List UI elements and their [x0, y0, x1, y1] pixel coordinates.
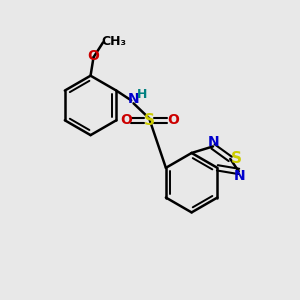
Text: O: O — [88, 49, 100, 63]
Text: N: N — [208, 135, 219, 149]
Text: S: S — [231, 151, 242, 166]
Text: N: N — [128, 92, 139, 106]
Text: S: S — [143, 113, 155, 128]
Text: O: O — [120, 113, 132, 127]
Text: O: O — [167, 113, 179, 127]
Text: H: H — [137, 88, 147, 101]
Text: CH₃: CH₃ — [101, 35, 126, 48]
Text: N: N — [233, 169, 245, 183]
